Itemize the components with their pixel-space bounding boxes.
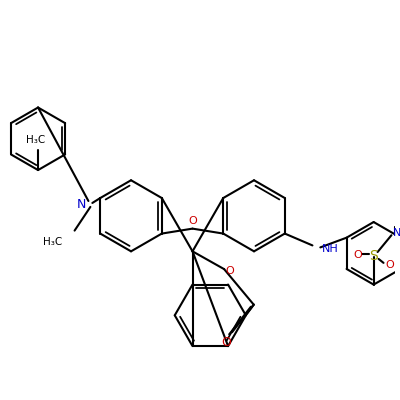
Text: H₃C: H₃C [44,238,63,248]
Text: O: O [188,216,197,226]
Text: NH: NH [322,244,339,254]
Text: O: O [221,336,231,349]
Text: N: N [393,228,400,238]
Text: H₃C: H₃C [26,136,46,146]
Text: O: O [354,250,362,260]
Text: S: S [369,249,378,263]
Text: O: O [385,260,394,270]
Text: N: N [77,198,86,212]
Text: O: O [226,266,234,276]
